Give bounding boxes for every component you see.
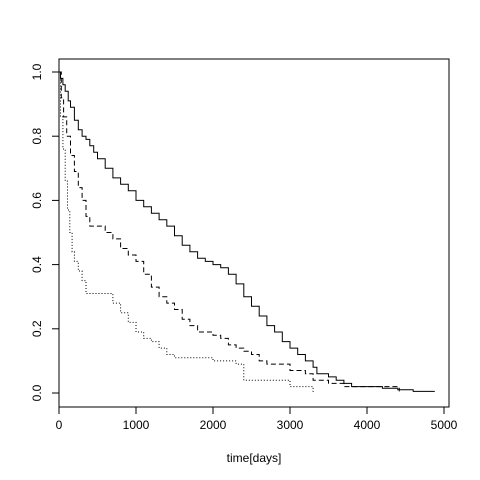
y-tick-label: 0.0 — [30, 384, 44, 401]
x-tick-label: 5000 — [431, 418, 458, 432]
y-tick-label: 0.2 — [30, 320, 44, 337]
plot-frame — [58, 58, 450, 408]
series-line-dotted — [59, 71, 314, 393]
y-axis: 0.0 0.2 0.4 0.6 0.8 1.0 — [30, 63, 59, 401]
x-axis-title: time[days] — [227, 451, 282, 465]
x-tick-label: 1000 — [123, 418, 150, 432]
x-tick-label: 0 — [56, 418, 63, 432]
y-tick-label: 0.4 — [30, 256, 44, 273]
x-tick-label: 4000 — [354, 418, 381, 432]
x-tick-label: 2000 — [200, 418, 227, 432]
x-tick-label: 3000 — [277, 418, 304, 432]
series-line-solid — [59, 71, 435, 392]
series-layer — [59, 71, 435, 393]
y-tick-label: 0.8 — [30, 128, 44, 145]
series-line-dashed — [59, 71, 400, 392]
y-tick-label: 0.6 — [30, 192, 44, 209]
x-axis: 0 1000 2000 3000 4000 5000 — [56, 407, 458, 432]
y-tick-label: 1.0 — [30, 63, 44, 80]
